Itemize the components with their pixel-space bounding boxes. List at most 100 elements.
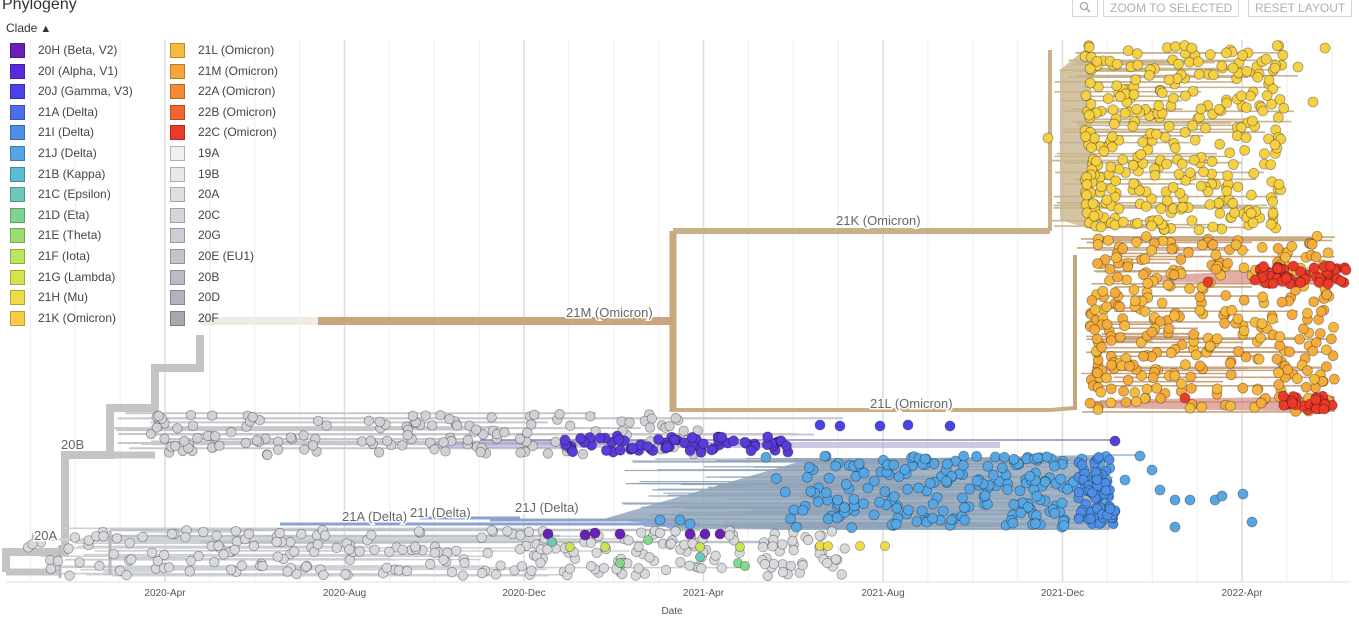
tip-node[interactable] [1139, 253, 1151, 265]
tip-node[interactable] [1138, 269, 1149, 281]
tip-node[interactable] [1151, 128, 1162, 140]
tip-node[interactable] [1095, 221, 1107, 233]
tip-node[interactable] [822, 557, 833, 569]
tip-node[interactable] [1085, 98, 1097, 110]
tip-node[interactable] [1168, 92, 1179, 104]
tip-node[interactable] [1241, 102, 1252, 114]
tip-node[interactable] [1302, 365, 1313, 377]
tip-node[interactable] [429, 547, 441, 558]
tip-node[interactable] [643, 535, 654, 546]
tip-node[interactable] [646, 413, 658, 424]
tip-node[interactable] [1134, 450, 1146, 462]
tip-node[interactable] [941, 458, 953, 470]
tip-node[interactable] [902, 483, 913, 495]
tip-node[interactable] [1266, 98, 1278, 110]
tip-node[interactable] [1142, 278, 1154, 289]
tip-node[interactable] [668, 434, 680, 446]
tip-node[interactable] [735, 542, 746, 553]
tip-node[interactable] [98, 531, 109, 542]
tip-node[interactable] [476, 532, 487, 543]
tip-node[interactable] [1008, 453, 1020, 465]
tip-node[interactable] [1247, 217, 1259, 229]
tip-node[interactable] [1187, 86, 1199, 97]
tip-node[interactable] [1014, 485, 1026, 497]
tip-node[interactable] [1238, 325, 1250, 337]
tip-node[interactable] [1165, 347, 1177, 359]
tip-node[interactable] [1214, 138, 1226, 150]
tip-node[interactable] [1176, 378, 1187, 390]
tip-node[interactable] [1206, 156, 1218, 167]
tip-node[interactable] [684, 445, 696, 456]
tip-node[interactable] [1176, 339, 1188, 351]
tip-node[interactable] [1091, 55, 1103, 67]
tip-node[interactable] [476, 567, 488, 579]
tip-node[interactable] [1272, 263, 1284, 274]
tip-node[interactable] [1076, 459, 1088, 470]
tip-node[interactable] [1087, 487, 1098, 498]
tip-node[interactable] [1272, 242, 1284, 254]
tip-node[interactable] [675, 556, 686, 568]
tip-node[interactable] [1084, 63, 1096, 75]
tip-node[interactable] [1120, 396, 1132, 408]
tip-node[interactable] [636, 527, 647, 538]
tip-node[interactable] [321, 420, 332, 431]
tip-node[interactable] [1256, 242, 1268, 253]
tip-node[interactable] [1132, 217, 1143, 229]
tip-node[interactable] [1196, 401, 1208, 413]
tip-node[interactable] [1257, 291, 1269, 303]
tip-node[interactable] [526, 419, 537, 430]
tip-node[interactable] [547, 537, 558, 548]
tip-node[interactable] [964, 483, 976, 495]
tip-node[interactable] [1179, 126, 1191, 138]
tip-node[interactable] [565, 420, 576, 431]
tip-node[interactable] [274, 527, 285, 539]
tip-node[interactable] [1131, 103, 1143, 115]
tip-node[interactable] [1187, 120, 1198, 132]
tip-node[interactable] [1194, 360, 1206, 372]
tip-node[interactable] [1307, 96, 1319, 108]
tip-node[interactable] [1320, 344, 1332, 356]
tip-node[interactable] [1225, 369, 1237, 381]
tip-node[interactable] [1267, 83, 1279, 95]
tip-node[interactable] [1108, 118, 1120, 130]
tip-node[interactable] [153, 410, 164, 422]
tip-node[interactable] [678, 425, 689, 436]
tip-node[interactable] [770, 473, 782, 484]
tip-node[interactable] [1080, 131, 1092, 143]
tip-node[interactable] [213, 540, 224, 552]
tip-node[interactable] [1175, 254, 1187, 265]
tip-node[interactable] [767, 541, 778, 552]
tip-node[interactable] [1288, 260, 1299, 272]
tip-node[interactable] [486, 412, 497, 423]
tip-node[interactable] [698, 438, 709, 450]
tip-node[interactable] [1277, 49, 1289, 61]
tip-node[interactable] [565, 542, 576, 553]
tip-node[interactable] [444, 413, 455, 425]
tip-node[interactable] [285, 432, 297, 443]
tip-node[interactable] [214, 440, 225, 452]
tip-node[interactable] [1216, 490, 1228, 502]
tip-node[interactable] [1122, 374, 1134, 386]
tip-node[interactable] [1117, 216, 1129, 228]
tip-node[interactable] [159, 433, 170, 444]
tip-node[interactable] [1309, 373, 1320, 385]
tip-node[interactable] [1146, 220, 1157, 232]
tip-node[interactable] [1327, 350, 1339, 362]
tip-node[interactable] [1251, 384, 1263, 396]
tip-node[interactable] [1263, 74, 1275, 86]
tip-node[interactable] [1237, 382, 1249, 394]
tip-node[interactable] [152, 555, 164, 567]
tip-node[interactable] [1180, 90, 1191, 102]
tip-node[interactable] [819, 450, 831, 462]
tip-node[interactable] [1297, 323, 1309, 335]
tip-node[interactable] [785, 560, 797, 572]
tip-node[interactable] [1101, 194, 1113, 206]
tip-node[interactable] [1083, 109, 1095, 121]
tip-node[interactable] [83, 535, 94, 546]
tip-node[interactable] [1194, 304, 1206, 316]
tip-node[interactable] [340, 569, 351, 580]
tip-node[interactable] [1161, 195, 1173, 207]
tip-node[interactable] [1214, 207, 1226, 219]
tip-node[interactable] [108, 548, 119, 560]
tip-node[interactable] [1147, 372, 1159, 384]
